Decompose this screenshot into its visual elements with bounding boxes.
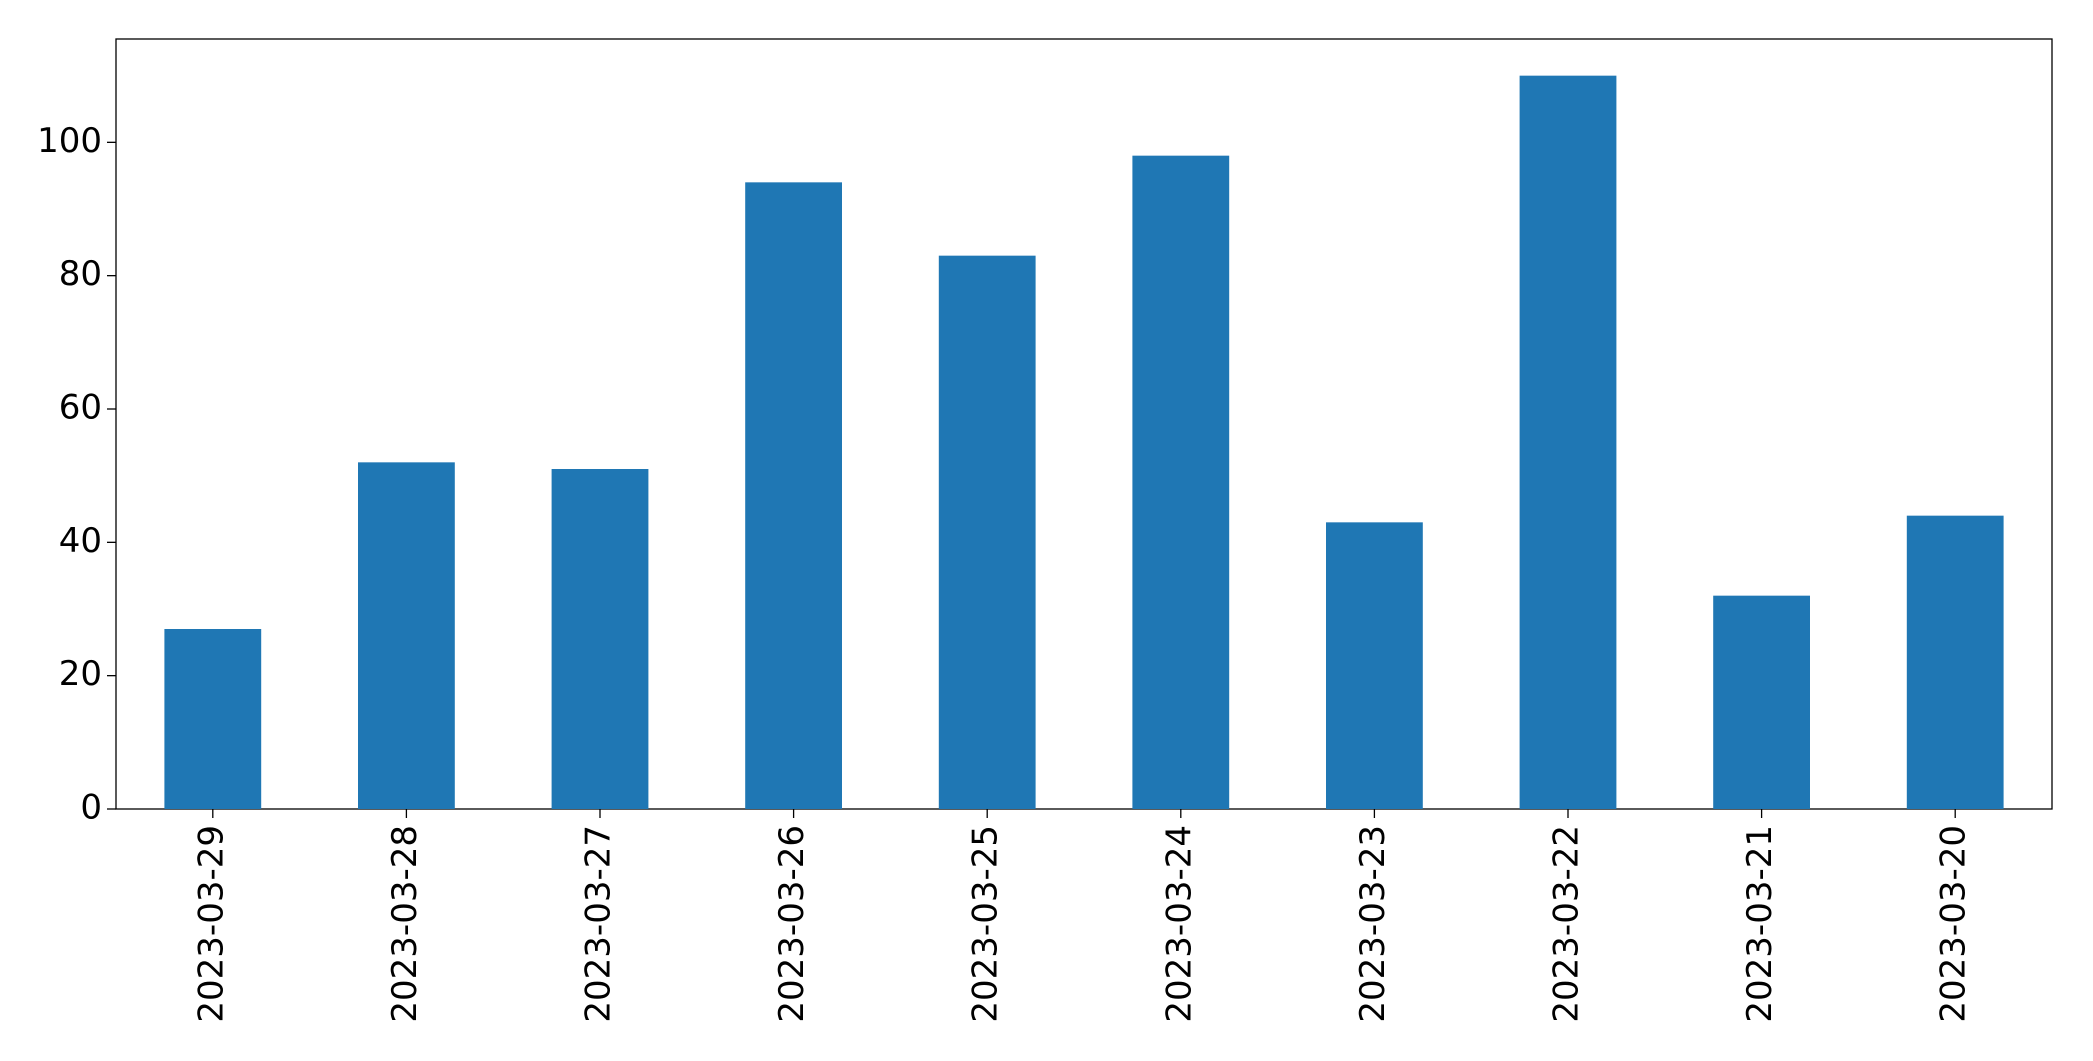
x-tick-label: 2023-03-20 xyxy=(1934,825,1974,1023)
x-tick-label: 2023-03-29 xyxy=(191,825,231,1023)
bar xyxy=(1906,515,2004,809)
bar xyxy=(745,182,842,810)
bar xyxy=(1326,522,1423,809)
y-tick-label: 80 xyxy=(59,254,102,294)
bar xyxy=(938,255,1036,809)
y-tick-label: 0 xyxy=(80,788,102,828)
plot-frame xyxy=(115,38,2053,810)
bar xyxy=(358,462,455,809)
x-tick-label: 2023-03-27 xyxy=(579,825,619,1023)
bar xyxy=(1519,75,1617,809)
x-tick-label: 2023-03-23 xyxy=(1353,825,1393,1023)
x-tick-label: 2023-03-26 xyxy=(772,825,812,1023)
y-tick-label: 100 xyxy=(37,121,102,161)
x-tick-label: 2023-03-21 xyxy=(1740,825,1780,1023)
bar xyxy=(164,629,262,809)
bar xyxy=(1713,595,1810,809)
y-tick-label: 40 xyxy=(59,521,102,561)
bar xyxy=(1132,155,1230,809)
bar xyxy=(551,469,649,809)
x-tick-label: 2023-03-22 xyxy=(1547,825,1587,1023)
y-tick-label: 20 xyxy=(59,654,102,694)
x-tick-label: 2023-03-24 xyxy=(1159,825,1199,1023)
x-tick-label: 2023-03-25 xyxy=(966,825,1006,1023)
x-tick-label: 2023-03-28 xyxy=(385,825,425,1023)
y-tick-label: 60 xyxy=(59,388,102,428)
